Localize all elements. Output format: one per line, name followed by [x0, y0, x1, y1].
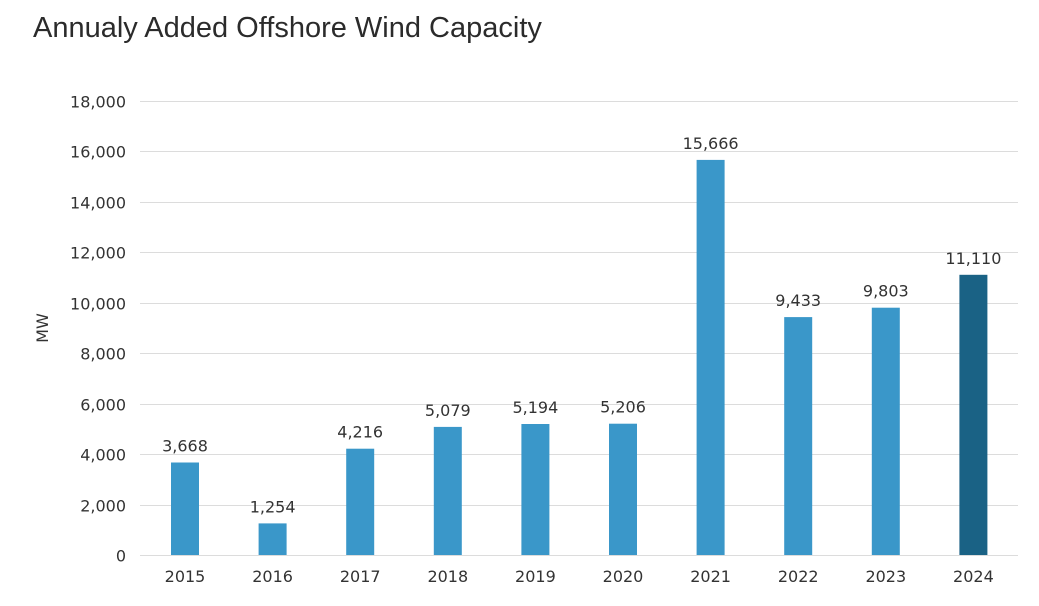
gridlines — [140, 101, 1018, 556]
x-tick-label: 2024 — [953, 567, 994, 586]
y-tick-label: 2,000 — [80, 497, 126, 516]
y-tick-label: 4,000 — [80, 446, 126, 465]
bars — [171, 159, 988, 555]
x-tick-label: 2020 — [603, 567, 644, 586]
data-label-2022: 9,433 — [775, 291, 821, 310]
bar-2019 — [521, 424, 550, 555]
data-label-2023: 9,803 — [863, 282, 909, 301]
bar-2021 — [696, 159, 725, 555]
bar-2024 — [959, 274, 988, 555]
data-label-2019: 5,194 — [512, 398, 558, 417]
chart-title: Annualy Added Offshore Wind Capacity — [33, 12, 542, 44]
data-label-2021: 15,666 — [683, 134, 739, 153]
bar-2016 — [258, 523, 287, 555]
x-tick-label: 2017 — [340, 567, 381, 586]
y-tick-label: 6,000 — [80, 396, 126, 415]
x-tick-label: 2022 — [778, 567, 819, 586]
data-label-2015: 3,668 — [162, 437, 208, 456]
y-tick-label: 12,000 — [70, 244, 126, 263]
data-label-2024: 11,110 — [945, 249, 1001, 268]
y-tick-label: 18,000 — [70, 93, 126, 112]
x-tick-label: 2023 — [865, 567, 906, 586]
bar-2015 — [171, 462, 199, 555]
x-tick-label: 2015 — [165, 567, 206, 586]
data-labels: 3,668 1,254 4,216 5,079 5,194 5,206 15,666 9,43… — [162, 134, 1001, 517]
bar-2018 — [433, 426, 462, 555]
x-tick-label: 2021 — [690, 567, 731, 586]
bar-2020 — [609, 423, 637, 555]
y-axis-title: MW — [33, 313, 52, 343]
y-tick-label: 8,000 — [80, 345, 126, 364]
x-tick-label: 2019 — [515, 567, 556, 586]
bar-2023 — [871, 307, 900, 555]
x-tick-label: 2016 — [252, 567, 293, 586]
y-axis-ticks: 0 2,000 4,000 6,000 8,000 10,000 12,000 14,000 1… — [70, 93, 126, 566]
data-label-2018: 5,079 — [425, 401, 471, 420]
y-tick-label: 10,000 — [70, 295, 126, 314]
bar-2017 — [346, 448, 375, 555]
x-tick-label: 2018 — [427, 567, 468, 586]
data-label-2017: 4,216 — [337, 423, 383, 442]
data-label-2016: 1,254 — [250, 497, 296, 516]
bar-2022 — [784, 317, 813, 555]
x-axis-ticks: 2015 2016 2017 2018 2019 2020 2021 2022 2023 2024 — [165, 567, 994, 586]
y-tick-label: 16,000 — [70, 143, 126, 162]
y-tick-label: 14,000 — [70, 194, 126, 213]
data-label-2020: 5,206 — [600, 398, 646, 417]
y-tick-label: 0 — [116, 547, 126, 566]
